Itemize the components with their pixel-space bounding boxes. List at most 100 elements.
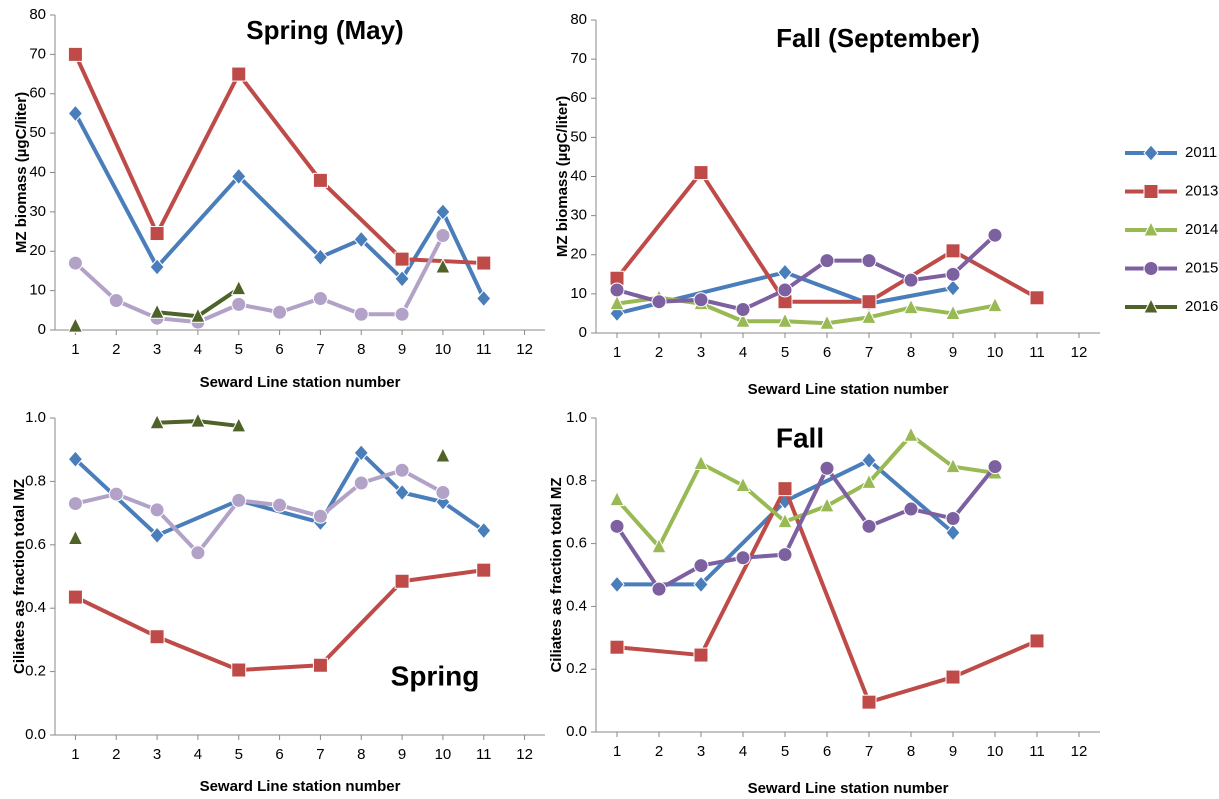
marker (476, 521, 492, 540)
marker (67, 104, 84, 123)
series-line (616, 486, 1038, 705)
marker (149, 629, 165, 645)
marker (651, 581, 667, 597)
x-tick-label: 7 (865, 743, 873, 760)
marker (190, 307, 206, 323)
marker (777, 512, 793, 529)
y-tick-label: 0.6 (25, 536, 46, 553)
marker (819, 314, 835, 330)
marker (108, 486, 124, 502)
series-line (73, 112, 486, 300)
marker (435, 203, 451, 221)
x-tick-label: 6 (275, 746, 283, 763)
x-tick-label: 7 (865, 344, 873, 361)
y-tick-label: 40 (29, 163, 46, 180)
marker (1143, 184, 1159, 199)
marker (312, 291, 328, 306)
x-tick-label: 12 (1071, 743, 1088, 760)
y-axis-label: MZ biomass (µgC/liter) (13, 92, 30, 253)
marker (353, 306, 369, 322)
marker (435, 257, 451, 274)
marker (230, 416, 247, 433)
marker (777, 282, 793, 298)
series-line (74, 468, 444, 555)
x-tick-label: 8 (907, 344, 915, 361)
marker (819, 253, 835, 269)
chart-title: Fall (776, 422, 824, 453)
y-tick-label: 0.6 (566, 535, 587, 552)
marker (819, 496, 835, 513)
x-tick-label: 12 (1071, 344, 1088, 361)
y-tick-label: 0.0 (566, 723, 587, 740)
marker (67, 255, 83, 271)
marker (1029, 633, 1045, 649)
x-axis-label: Seward Line station number (748, 780, 949, 797)
marker (609, 518, 625, 534)
x-tick-label: 10 (435, 341, 452, 358)
y-tick-label: 0.2 (566, 660, 587, 677)
marker (67, 589, 83, 605)
series-line (74, 234, 445, 325)
y-tick-label: 70 (570, 50, 587, 67)
marker (353, 230, 369, 249)
marker (353, 475, 369, 491)
y-tick-label: 50 (570, 128, 587, 145)
marker (231, 492, 247, 508)
x-tick-label: 6 (823, 344, 831, 361)
marker (272, 497, 288, 513)
y-tick-label: 0.0 (25, 726, 46, 743)
x-tick-label: 3 (697, 344, 705, 361)
series-line (74, 450, 485, 538)
legend-label: 2011 (1185, 144, 1217, 161)
marker (861, 253, 877, 269)
x-tick-label: 9 (949, 743, 957, 760)
marker (312, 657, 328, 673)
y-tick-label: 50 (29, 124, 46, 141)
marker (903, 501, 919, 517)
marker (231, 296, 247, 312)
marker (777, 547, 793, 563)
x-tick-label: 1 (613, 743, 621, 760)
marker (149, 258, 165, 276)
x-tick-label: 12 (516, 746, 533, 763)
marker (476, 562, 492, 578)
marker (1143, 220, 1159, 237)
marker (476, 255, 492, 271)
y-axis-label: Ciliates as fraction total MZ (548, 477, 565, 672)
marker (353, 444, 369, 462)
y-tick-label: 1.0 (25, 409, 46, 426)
marker (651, 537, 667, 554)
x-tick-label: 11 (1029, 344, 1045, 361)
x-tick-label: 10 (435, 746, 452, 763)
marker (1143, 261, 1159, 276)
marker (861, 694, 877, 710)
chart-title: Spring (May) (246, 15, 403, 45)
y-tick-label: 0.8 (566, 472, 587, 489)
x-tick-label: 8 (907, 743, 915, 760)
x-tick-label: 5 (781, 344, 789, 361)
y-tick-label: 60 (29, 85, 46, 102)
marker (693, 575, 709, 594)
x-tick-label: 4 (194, 341, 202, 358)
series-line (74, 568, 485, 673)
y-tick-label: 0.4 (566, 597, 587, 614)
x-tick-label: 11 (1029, 743, 1045, 760)
series-line (616, 233, 997, 312)
marker (435, 446, 451, 463)
marker (231, 662, 247, 678)
marker (861, 294, 877, 310)
marker (190, 545, 206, 561)
x-tick-label: 10 (987, 344, 1004, 361)
marker (149, 413, 165, 430)
x-tick-label: 5 (235, 746, 243, 763)
marker (190, 412, 206, 428)
marker (67, 496, 83, 512)
marker (435, 484, 451, 500)
y-tick-label: 30 (570, 207, 587, 224)
x-tick-label: 5 (235, 341, 243, 358)
y-axis-label: Ciliates as fraction total MZ (11, 479, 28, 674)
x-tick-label: 11 (476, 341, 492, 358)
legend-label: 2015 (1185, 259, 1218, 276)
marker (945, 457, 961, 474)
marker (1143, 297, 1159, 314)
